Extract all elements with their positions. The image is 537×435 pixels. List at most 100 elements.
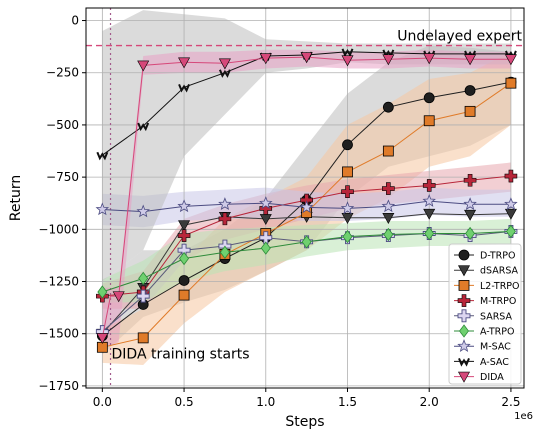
point-m-sac-1 — [136, 204, 150, 218]
point-m-sac-0 — [95, 202, 110, 216]
legend-marker-dida — [457, 371, 471, 383]
point-m-trpo-10 — [504, 169, 518, 183]
point-a-trpo-3 — [219, 245, 230, 259]
point-dida-9 — [382, 54, 395, 66]
point-dsarsa-2 — [178, 220, 191, 232]
band-a-sac — [102, 10, 511, 282]
point-m-sac-9 — [463, 197, 477, 210]
series-dida — [96, 52, 517, 345]
point-l2-trpo-2 — [178, 289, 190, 301]
point-m-trpo-3 — [218, 212, 232, 226]
legend-label-dsarsa: dSARSA — [480, 266, 519, 277]
point-a-trpo-8 — [424, 226, 435, 241]
point-m-trpo-6 — [341, 185, 354, 199]
point-m-sac-4 — [259, 196, 273, 210]
point-a-sac-0 — [96, 151, 109, 161]
series-lines — [95, 48, 518, 353]
y-axis-title: Return — [8, 175, 24, 221]
point-a-trpo-5 — [301, 235, 312, 249]
legend: D-TRPO dSARSA L2-TRPO M-TRPO SARSA A-TRPO M-SA… — [448, 243, 522, 385]
point-dida-3 — [137, 60, 150, 72]
point-m-sac-6 — [340, 201, 355, 215]
point-m-sac-2 — [177, 199, 191, 213]
point-dida-4 — [178, 57, 191, 69]
legend-marker-l2-trpo — [458, 279, 470, 291]
point-a-trpo-1 — [138, 271, 149, 286]
point-dida-11 — [464, 54, 477, 66]
point-dida-2 — [112, 291, 125, 303]
point-d-trpo-9 — [464, 85, 476, 96]
legend-marker-sarsa — [457, 309, 471, 323]
point-m-sac-10 — [504, 197, 518, 210]
point-dsarsa-7 — [382, 213, 395, 224]
x-axis-title: Steps — [285, 414, 324, 430]
x-tick-label-4: 2.0 — [420, 395, 439, 409]
point-m-sac-3 — [218, 197, 232, 210]
point-a-trpo-6 — [342, 229, 353, 244]
point-m-trpo-9 — [463, 173, 477, 187]
legend-label-l2-trpo: L2-TRPO — [480, 281, 520, 292]
legend-label-a-sac: A-SAC — [480, 357, 509, 368]
point-m-sac-8 — [422, 193, 436, 207]
y-tick-label-2: −500 — [46, 118, 79, 132]
legend-label-m-trpo: M-TRPO — [480, 296, 516, 307]
y-tick-label-1: −250 — [46, 66, 79, 80]
y-tick-label-6: −1500 — [38, 327, 79, 341]
point-dida-6 — [259, 53, 272, 65]
y-tick-label-4: −1000 — [38, 222, 79, 236]
legend-marker-d-trpo — [458, 249, 470, 261]
plot-frame — [85, 7, 525, 389]
point-l2-trpo-9 — [464, 105, 476, 117]
point-m-trpo-8 — [422, 179, 436, 192]
point-sarsa-1 — [136, 289, 150, 303]
legend-marker-dsarsa — [457, 265, 471, 277]
point-m-sac-5 — [299, 200, 314, 214]
point-l2-trpo-1 — [137, 332, 149, 344]
point-dida-7 — [300, 52, 313, 64]
legend-label-dida: DIDA — [480, 372, 504, 383]
legend-marker-m-sac — [457, 339, 471, 352]
legend-marker-m-trpo — [457, 294, 471, 307]
undelayed-expert-label: Undelayed expert — [397, 29, 522, 45]
y-tick-label-5: −1250 — [38, 275, 79, 289]
point-dsarsa-9 — [464, 209, 477, 221]
point-dsarsa-10 — [504, 208, 517, 220]
y-tick-label-0: 0 — [71, 14, 79, 28]
legend-label-d-trpo: D-TRPO — [480, 251, 515, 262]
point-l2-trpo-7 — [382, 145, 394, 157]
series-a-trpo — [97, 224, 516, 299]
point-a-sac-6 — [341, 48, 354, 58]
x-axis-multiplier: 1e6 — [514, 411, 533, 422]
legend-label-m-sac: M-SAC — [480, 342, 511, 353]
point-a-trpo-9 — [465, 226, 476, 241]
x-tick-label-3: 1.5 — [338, 395, 357, 409]
x-tick-label-5: 2.5 — [501, 395, 520, 409]
point-d-trpo-6 — [342, 139, 353, 151]
point-a-trpo-7 — [383, 227, 394, 242]
x-tick-label-1: 0.5 — [175, 395, 194, 409]
y-axis-ticks: 0 −250 −500 −750 −1000 −1250 −1500 −1750 — [38, 14, 86, 393]
legend-marker-a-trpo — [459, 324, 469, 338]
point-dida-12 — [504, 54, 517, 66]
point-a-trpo-2 — [179, 251, 190, 266]
x-tick-label-2: 1.0 — [256, 395, 275, 409]
legend-label-sarsa: SARSA — [480, 311, 513, 322]
point-a-trpo-10 — [505, 224, 516, 239]
x-axis-ticks: 0.0 0.5 1.0 1.5 2.0 2.5 — [93, 388, 520, 409]
point-a-sac-1 — [137, 122, 150, 132]
series-m-sac — [95, 193, 518, 218]
point-dsarsa-8 — [423, 208, 436, 220]
point-a-trpo-0 — [97, 285, 108, 299]
point-dida-0 — [96, 333, 109, 345]
point-d-trpo-2 — [178, 275, 190, 286]
point-l2-trpo-10 — [505, 77, 517, 89]
point-d-trpo-8 — [423, 92, 435, 104]
x-tick-label-0: 0.0 — [93, 395, 112, 409]
point-a-sac-7 — [382, 49, 395, 59]
point-m-sac-7 — [381, 199, 396, 213]
point-dida-8 — [341, 55, 354, 67]
point-dida-10 — [423, 53, 436, 65]
legend-label-a-trpo: A-TRPO — [480, 327, 514, 338]
point-sarsa-4 — [259, 231, 273, 245]
